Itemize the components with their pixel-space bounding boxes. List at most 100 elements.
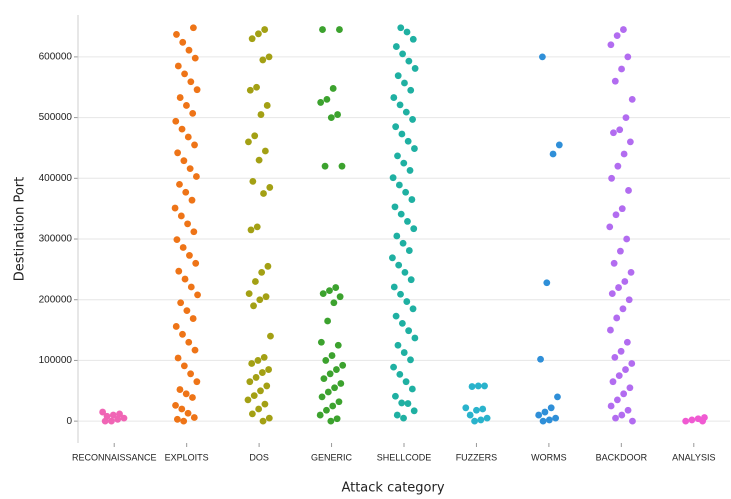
strip-point bbox=[393, 232, 401, 240]
strip-point bbox=[323, 406, 330, 414]
strip-point bbox=[407, 356, 414, 364]
strip-point bbox=[185, 46, 193, 54]
strip-point bbox=[411, 334, 419, 342]
strip-point bbox=[396, 101, 404, 109]
strip-point bbox=[477, 416, 485, 424]
strip-point bbox=[172, 401, 179, 409]
strip-point bbox=[405, 247, 413, 254]
strip-point bbox=[181, 70, 188, 78]
strip-point bbox=[549, 150, 557, 158]
strip-point bbox=[258, 369, 266, 376]
strip-point bbox=[252, 278, 259, 285]
strip-point bbox=[182, 188, 190, 196]
strip-point bbox=[615, 284, 622, 291]
strip-point bbox=[610, 129, 617, 137]
strip-point bbox=[246, 378, 254, 386]
strip-point bbox=[259, 417, 267, 425]
strip-point bbox=[336, 26, 343, 33]
strip-point bbox=[609, 378, 617, 386]
strip-point bbox=[330, 299, 338, 307]
strip-point bbox=[389, 174, 397, 182]
strip-point bbox=[473, 406, 480, 414]
strip-point bbox=[333, 366, 340, 373]
strip-point bbox=[466, 411, 474, 419]
strip-point bbox=[250, 392, 258, 400]
strip-point bbox=[399, 50, 407, 58]
strip-point bbox=[265, 366, 273, 373]
strip-point bbox=[194, 291, 201, 299]
strip-point bbox=[625, 187, 632, 194]
x-tick-label: DOS bbox=[249, 452, 269, 462]
strip-point bbox=[392, 312, 400, 320]
strip-point bbox=[394, 341, 402, 349]
strip-point bbox=[247, 226, 255, 234]
strip-point bbox=[114, 415, 122, 423]
strip-point bbox=[328, 352, 336, 359]
strip-point bbox=[620, 26, 627, 33]
strip-point bbox=[401, 269, 409, 276]
strip-point bbox=[398, 130, 406, 138]
strip-point bbox=[409, 35, 417, 43]
y-tick-label: 500000 bbox=[39, 112, 73, 123]
strip-point bbox=[179, 244, 187, 251]
strip-point bbox=[552, 414, 560, 422]
x-axis-label: Attack category bbox=[341, 481, 444, 496]
strip-point bbox=[192, 259, 200, 267]
strip-point bbox=[539, 417, 547, 425]
strip-point bbox=[479, 405, 487, 413]
x-tick-label: SHELLCODE bbox=[377, 452, 432, 462]
strip-point bbox=[190, 414, 198, 421]
strip-point bbox=[178, 125, 186, 133]
strip-point bbox=[263, 102, 271, 109]
strip-point bbox=[183, 102, 190, 109]
strip-point bbox=[404, 400, 412, 407]
strip-point bbox=[320, 375, 328, 383]
strip-point bbox=[483, 414, 491, 422]
strip-point bbox=[610, 259, 618, 267]
strip-point bbox=[177, 299, 185, 307]
strip-point bbox=[538, 53, 546, 61]
strip-point bbox=[248, 35, 256, 43]
strip-point bbox=[615, 372, 623, 380]
strip-point bbox=[176, 94, 184, 101]
strip-point bbox=[407, 86, 415, 94]
strip-point bbox=[618, 205, 626, 213]
strip-point bbox=[182, 390, 190, 398]
strip-point bbox=[405, 327, 413, 335]
strip-point bbox=[329, 85, 337, 92]
y-tick-label: 0 bbox=[66, 416, 72, 427]
strip-point bbox=[180, 417, 188, 425]
strip-point bbox=[172, 117, 180, 125]
strip-point bbox=[180, 362, 188, 370]
strip-point bbox=[184, 220, 191, 228]
y-axis-label: Destination Port bbox=[13, 177, 28, 282]
y-tick-label: 400000 bbox=[39, 173, 73, 184]
strip-point bbox=[622, 114, 630, 121]
y-tick-label: 200000 bbox=[39, 294, 73, 305]
strip-point bbox=[245, 138, 252, 146]
strip-point bbox=[554, 393, 561, 401]
strip-point bbox=[186, 165, 194, 172]
strip-point bbox=[404, 137, 412, 145]
strip-point bbox=[396, 370, 404, 378]
strip-point bbox=[173, 236, 181, 244]
strip-point bbox=[189, 24, 197, 32]
strip-point bbox=[607, 41, 615, 49]
strip-point bbox=[390, 94, 398, 101]
strip-point bbox=[257, 111, 265, 118]
strip-point bbox=[402, 378, 410, 386]
x-tick-label: BACKDOOR bbox=[596, 452, 648, 462]
strip-point bbox=[316, 411, 324, 419]
strip-point bbox=[398, 320, 406, 327]
strip-point bbox=[334, 341, 342, 349]
strip-point bbox=[620, 390, 628, 398]
strip-point bbox=[543, 279, 551, 287]
strip-point bbox=[613, 396, 621, 404]
strip-point bbox=[332, 284, 340, 291]
strip-point bbox=[254, 357, 262, 364]
strip-point bbox=[409, 305, 417, 313]
strip-point bbox=[321, 162, 329, 170]
strip-point bbox=[191, 141, 198, 149]
